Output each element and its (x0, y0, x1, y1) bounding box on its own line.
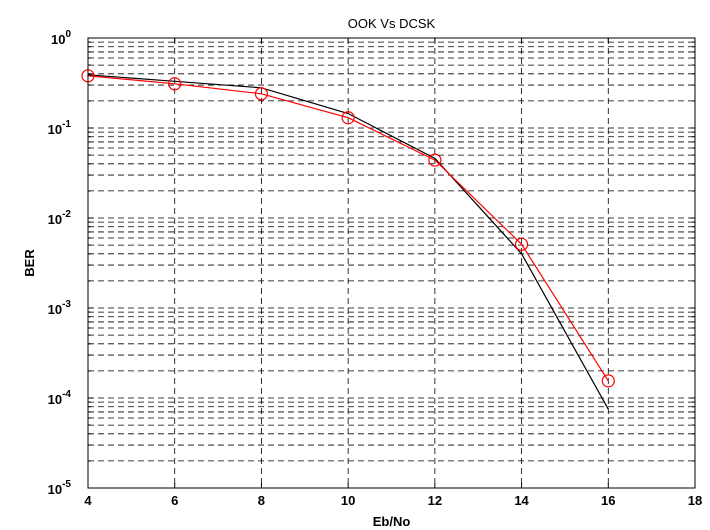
series-2-line (87, 75, 609, 382)
series-2-marker (514, 237, 529, 251)
y-tick-label: 100 (51, 29, 71, 47)
x-tick-label: 4 (84, 493, 92, 508)
x-tick-label: 16 (601, 493, 615, 508)
y-tick-label: 10-1 (48, 119, 72, 137)
series-2-marker (254, 87, 269, 101)
series-2-marker (168, 77, 182, 91)
y-tick-label: 10-4 (48, 389, 72, 407)
series-2-marker (601, 374, 615, 388)
series-2-marker (341, 111, 355, 125)
y-axis-label: BER (22, 249, 37, 277)
y-tick-label: 10-3 (48, 299, 72, 317)
chart-title: OOK Vs DCSK (348, 16, 436, 31)
x-tick-label: 14 (514, 493, 529, 508)
series-1-line (87, 74, 609, 410)
x-tick-label: 10 (341, 493, 355, 508)
y-tick-label: 10-2 (48, 209, 72, 227)
x-tick-label: 18 (688, 493, 702, 508)
x-tick-label: 12 (428, 493, 442, 508)
x-tick-label: 6 (171, 493, 178, 508)
axis-ticks: 4 6 8 10 12 14 16 18 10-5 10-4 10-3 10-2 10-1 100 (48, 29, 703, 508)
x-axis-label: Eb/No (373, 514, 411, 529)
y-tick-label: 10-5 (48, 479, 72, 497)
plot-frame (87, 37, 696, 489)
series-2-marker (428, 153, 442, 167)
x-tick-label: 8 (258, 493, 265, 508)
